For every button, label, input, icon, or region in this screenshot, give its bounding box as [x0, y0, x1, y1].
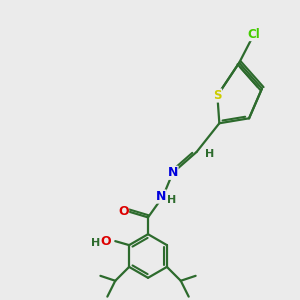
Text: H: H: [91, 238, 100, 248]
Text: S: S: [213, 89, 222, 102]
Text: N: N: [168, 166, 178, 179]
Text: O: O: [100, 235, 111, 248]
Text: O: O: [118, 205, 129, 218]
Text: H: H: [205, 149, 214, 159]
Text: H: H: [167, 194, 176, 205]
Text: Cl: Cl: [248, 28, 260, 40]
Text: N: N: [156, 190, 166, 203]
